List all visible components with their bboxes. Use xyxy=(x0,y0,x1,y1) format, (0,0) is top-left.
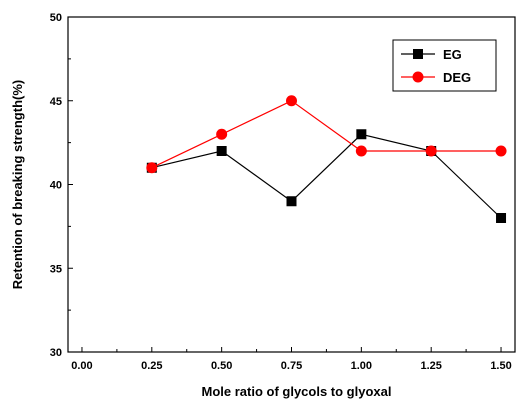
y-axis: 30 35 40 45 50 xyxy=(50,12,73,359)
data-point-deg xyxy=(355,145,367,157)
x-tick-label: 1.50 xyxy=(490,360,511,372)
x-tick-label: 0.50 xyxy=(211,360,232,372)
x-tick-label: 0.25 xyxy=(141,360,162,372)
legend-box xyxy=(392,39,497,92)
data-point-eg xyxy=(216,146,227,156)
y-tick-label: 40 xyxy=(50,180,62,192)
series-line-deg xyxy=(151,100,501,169)
data-point-deg xyxy=(495,145,507,157)
x-tick-label: 1.00 xyxy=(351,360,372,372)
series-line-eg xyxy=(151,133,502,219)
x-tick-label: 0.75 xyxy=(281,360,302,372)
data-point-eg xyxy=(496,213,507,223)
y-axis-title: Retention of breaking strength(%) xyxy=(10,80,25,289)
series-layer xyxy=(146,95,507,223)
data-point-deg xyxy=(425,145,437,157)
data-point-deg xyxy=(286,95,297,107)
x-tick-label: 1.25 xyxy=(420,360,441,372)
data-point-deg xyxy=(146,162,158,174)
data-point-eg xyxy=(286,196,297,207)
legend-label-deg: DEG xyxy=(443,70,471,85)
x-axis: 0.00 0.25 0.50 0.75 1.00 1.25 1.50 xyxy=(71,347,512,372)
y-tick-label: 50 xyxy=(50,12,62,24)
y-tick-label: 45 xyxy=(50,96,62,108)
data-point-eg xyxy=(356,129,367,140)
legend-marker-eg xyxy=(413,49,423,59)
x-axis-title: Mole ratio of glycols to glyoxal xyxy=(202,384,392,399)
legend-marker-deg xyxy=(412,71,424,83)
legend-label-eg: EG xyxy=(443,47,462,62)
x-tick-label: 0.00 xyxy=(71,360,92,372)
y-tick-label: 30 xyxy=(50,347,62,359)
legend: EG DEG xyxy=(392,39,497,92)
data-point-deg xyxy=(216,128,228,140)
y-tick-label: 35 xyxy=(50,263,62,275)
